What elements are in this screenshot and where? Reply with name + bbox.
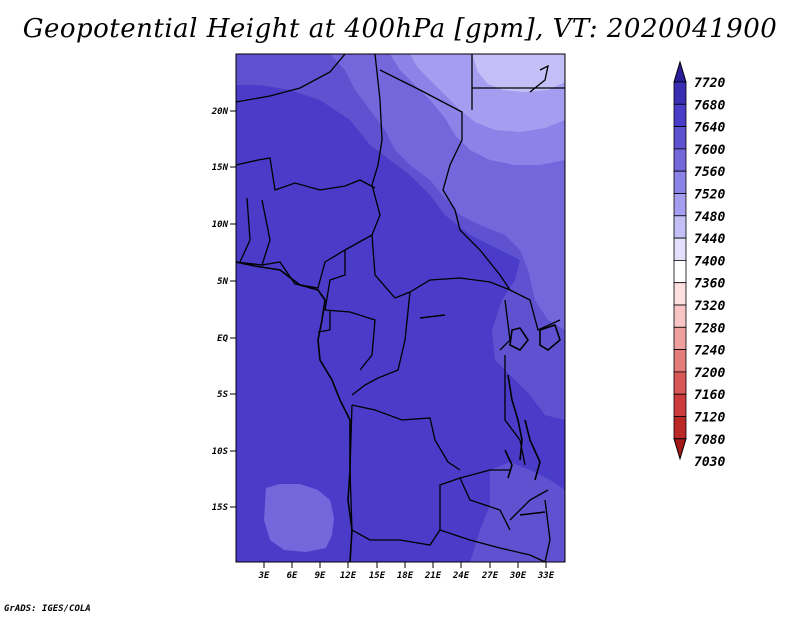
lon-label: 9E	[315, 571, 326, 581]
colorbar-top-arrow	[673, 60, 687, 83]
colorbar-label: 7560	[694, 165, 725, 180]
lon-label: 24E	[452, 571, 470, 581]
colorbar-label: 7080	[694, 433, 725, 448]
lat-label: 10N	[212, 220, 229, 230]
colorbar-label: 7640	[694, 121, 725, 136]
lon-label: 12E	[340, 571, 357, 581]
lat-label: 5N	[217, 277, 228, 287]
lat-label: 15N	[212, 163, 229, 173]
chart-title: Geopotential Height at 400hPa [gpm], VT:…	[22, 14, 778, 44]
lon-label: 21E	[424, 571, 442, 581]
colorbar-swatch	[673, 215, 687, 239]
colorbar-label: 7480	[694, 210, 725, 225]
colorbar-label: 7520	[694, 188, 725, 203]
lon-label: 18E	[397, 571, 414, 581]
colorbar-label: 7400	[694, 254, 725, 269]
colorbar-swatch	[673, 304, 687, 328]
lat-label: 15S	[212, 503, 229, 513]
colorbar-label: 7200	[694, 366, 725, 381]
lat-label: 20N	[211, 107, 229, 117]
colorbar-swatch	[673, 282, 687, 306]
colorbar-swatch	[673, 237, 687, 261]
credit-text: GrADS: IGES/COLA	[4, 604, 91, 614]
colorbar-label: 7600	[694, 143, 725, 158]
lat-label: EQ	[217, 334, 228, 344]
colorbar-label: 7160	[694, 388, 725, 403]
lon-label: 27E	[481, 571, 499, 581]
lat-axis: 20N 15N 10N 5N EQ 5S 10S 15S	[211, 107, 236, 513]
colorbar-swatch	[673, 371, 687, 395]
colorbar-swatch	[673, 349, 687, 373]
colorbar-label: 7720	[694, 76, 725, 91]
colorbar-swatch	[673, 416, 687, 440]
colorbar-swatch	[673, 326, 687, 350]
lat-label: 5S	[217, 390, 228, 400]
colorbar-swatch	[673, 393, 687, 417]
lon-axis: 3E 6E 9E 12E 15E 18E 21E 24E 27E 30E 33E	[258, 562, 555, 581]
colorbar-swatch	[673, 193, 687, 217]
colorbar-bottom-arrow	[673, 438, 687, 461]
lon-label: 30E	[509, 571, 527, 581]
colorbar-swatch	[673, 126, 687, 150]
colorbar-swatch	[673, 170, 687, 194]
contour-fill	[236, 54, 565, 562]
colorbar-label: 7030	[694, 455, 725, 470]
colorbar-label: 7440	[694, 232, 725, 247]
colorbar-swatch	[673, 259, 687, 284]
colorbar-label: 7120	[694, 411, 725, 426]
fill-sw-pocket	[264, 484, 334, 552]
colorbar-label: 7320	[694, 299, 725, 314]
colorbar-label: 7360	[694, 277, 725, 292]
map-frame	[235, 53, 566, 563]
coastlines	[236, 261, 561, 562]
lon-label: 33E	[537, 571, 555, 581]
colorbar: 7720 7680 7640 7600 7560 7520 7480 7440 7400 7360…	[673, 60, 725, 470]
lon-label: 6E	[287, 571, 298, 581]
colorbar-label: 7280	[694, 321, 725, 336]
colorbar-label: 7680	[694, 98, 725, 113]
country-borders	[236, 54, 565, 562]
colorbar-swatch	[673, 81, 687, 105]
colorbar-swatch	[673, 148, 687, 172]
colorbar-swatch	[673, 103, 687, 128]
lon-label: 3E	[258, 571, 270, 581]
colorbar-label: 7240	[694, 344, 725, 359]
lat-label: 10S	[212, 447, 229, 457]
lon-label: 15E	[369, 571, 386, 581]
